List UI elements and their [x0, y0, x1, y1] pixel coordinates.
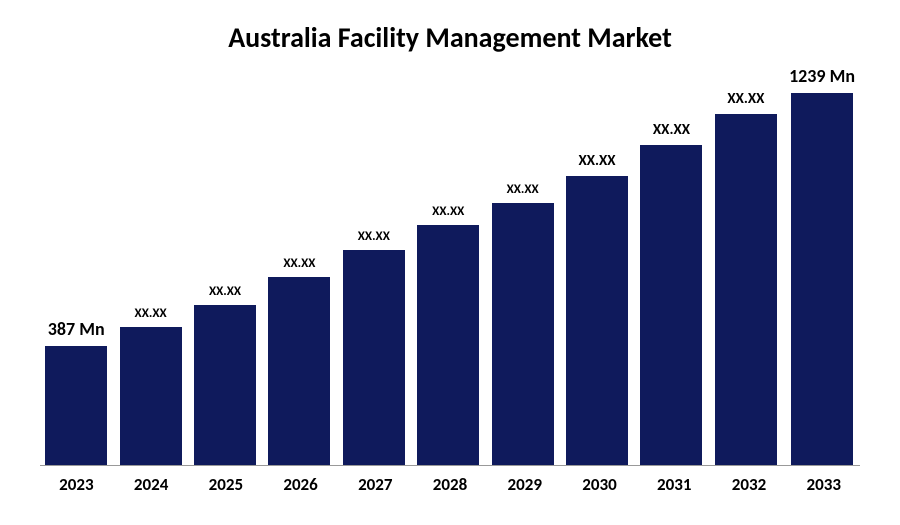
bar — [417, 225, 479, 465]
x-axis-tick: 2026 — [269, 474, 332, 495]
bar-value-label: XX.XX — [209, 284, 241, 299]
bar-value-label: 387 Mn — [48, 318, 105, 340]
chart-title: Australia Facility Management Market — [40, 20, 860, 55]
bar-group: XX.XX — [268, 65, 330, 465]
bar — [343, 250, 405, 465]
bar — [715, 114, 777, 465]
x-axis-tick: 2033 — [792, 474, 855, 495]
bar — [566, 176, 628, 465]
bar-group: 1239 Mn — [789, 65, 855, 465]
bar-value-label: XX.XX — [653, 121, 690, 139]
bar — [791, 93, 853, 465]
x-axis-tick: 2030 — [568, 474, 631, 495]
bar — [640, 145, 702, 465]
bar-group: XX.XX — [343, 65, 405, 465]
bar-group: XX.XX — [491, 65, 553, 465]
bar-group: XX.XX — [194, 65, 256, 465]
bar-value-label: XX.XX — [432, 204, 464, 219]
bar-group: XX.XX — [640, 65, 702, 465]
x-axis-tick: 2027 — [344, 474, 407, 495]
bar-value-label: XX.XX — [507, 182, 539, 197]
bar-value-label: XX.XX — [579, 152, 616, 170]
bar-group: 387 Mn — [45, 65, 107, 465]
bar-value-label: XX.XX — [358, 229, 390, 244]
bar-value-label: 1239 Mn — [789, 65, 855, 87]
x-axis-tick: 2025 — [194, 474, 257, 495]
bar-group: XX.XX — [417, 65, 479, 465]
bar-value-label: XX.XX — [727, 90, 764, 108]
x-axis: 2023 2024 2025 2026 2027 2028 2029 2030 2031 2032… — [40, 466, 860, 495]
bar — [194, 305, 256, 465]
x-axis-tick: 2032 — [718, 474, 781, 495]
chart-container: Australia Facility Management Market 387… — [0, 0, 900, 525]
bar-value-label: XX.XX — [135, 306, 167, 321]
bar — [492, 203, 554, 465]
bar-value-label: XX.XX — [283, 256, 315, 271]
x-axis-tick: 2031 — [643, 474, 706, 495]
x-axis-tick: 2023 — [45, 474, 108, 495]
bar-group: XX.XX — [566, 65, 628, 465]
bar — [268, 277, 330, 465]
x-axis-tick: 2024 — [120, 474, 183, 495]
bar — [45, 346, 107, 465]
bar-group: XX.XX — [715, 65, 777, 465]
bar-group: XX.XX — [119, 65, 181, 465]
x-axis-tick: 2028 — [419, 474, 482, 495]
plot-area: 387 Mn XX.XX XX.XX XX.XX XX.XX XX.XX XX.XX XX.X… — [40, 65, 860, 466]
bar — [120, 327, 182, 465]
x-axis-tick: 2029 — [493, 474, 556, 495]
